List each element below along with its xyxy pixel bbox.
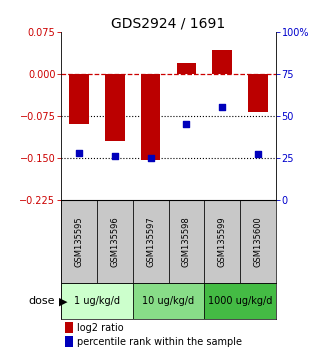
Text: 1000 ug/kg/d: 1000 ug/kg/d [208, 296, 273, 306]
Point [112, 153, 117, 159]
Bar [177, 63, 196, 74]
Point [220, 104, 225, 110]
Bar [169, 200, 204, 284]
Bar [240, 200, 276, 284]
Bar [105, 74, 125, 141]
Text: dose: dose [28, 296, 55, 306]
Bar [61, 284, 133, 319]
Bar [204, 200, 240, 284]
Bar [61, 200, 97, 284]
Text: GSM135597: GSM135597 [146, 216, 155, 267]
Bar [65, 336, 73, 347]
Bar [133, 284, 204, 319]
Point [184, 121, 189, 127]
Text: GSM135599: GSM135599 [218, 216, 227, 267]
Text: GSM135595: GSM135595 [74, 216, 83, 267]
Title: GDS2924 / 1691: GDS2924 / 1691 [111, 17, 226, 31]
Bar [65, 322, 73, 333]
Bar [204, 284, 276, 319]
Point [256, 152, 261, 157]
Bar [213, 50, 232, 74]
Text: GSM135600: GSM135600 [254, 216, 263, 267]
Text: log2 ratio: log2 ratio [77, 322, 124, 332]
Text: ▶: ▶ [59, 296, 68, 306]
Text: GSM135596: GSM135596 [110, 216, 119, 267]
Bar [69, 74, 89, 124]
Bar [141, 74, 160, 160]
Point [76, 150, 82, 155]
Bar [133, 200, 169, 284]
Bar [248, 74, 268, 112]
Text: GSM135598: GSM135598 [182, 216, 191, 267]
Point [148, 155, 153, 160]
Text: percentile rank within the sample: percentile rank within the sample [77, 337, 242, 347]
Text: 10 ug/kg/d: 10 ug/kg/d [143, 296, 195, 306]
Text: 1 ug/kg/d: 1 ug/kg/d [74, 296, 120, 306]
Bar [97, 200, 133, 284]
